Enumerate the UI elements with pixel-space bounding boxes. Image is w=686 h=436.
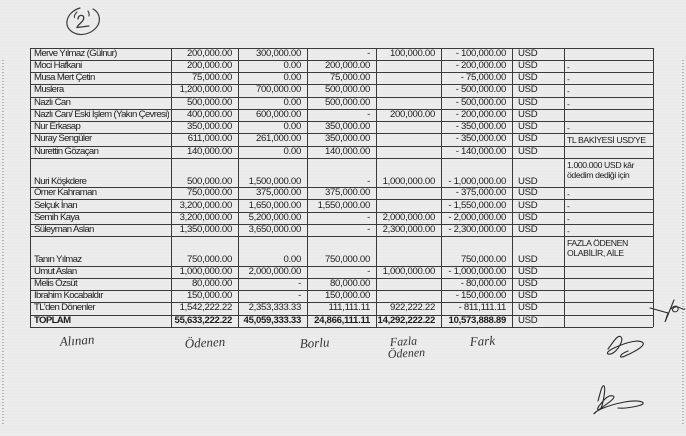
svg-text:Fark: Fark bbox=[468, 333, 495, 349]
svg-text:Borlu: Borlu bbox=[299, 334, 330, 351]
svg-text:Ödenen: Ödenen bbox=[184, 334, 225, 351]
svg-text:Ödenen: Ödenen bbox=[387, 344, 425, 361]
svg-text:Alınan: Alınan bbox=[58, 332, 95, 349]
